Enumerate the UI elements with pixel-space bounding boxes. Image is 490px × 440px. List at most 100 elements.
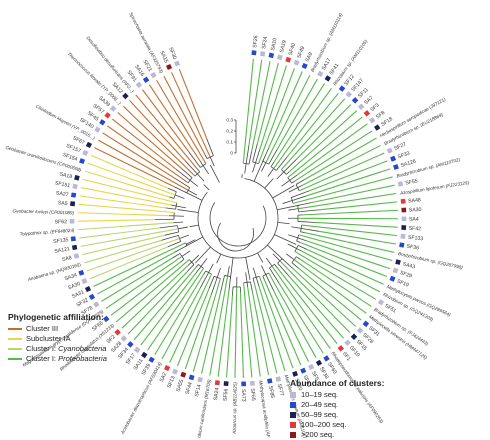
abundance-marker bbox=[110, 105, 116, 111]
leaf-branch bbox=[78, 213, 169, 216]
inner-branch bbox=[200, 161, 203, 165]
abundance-marker bbox=[250, 381, 255, 386]
cluster-label: SF77 bbox=[276, 383, 285, 397]
abundance-marker bbox=[143, 77, 149, 83]
cluster-label: SF133 bbox=[408, 235, 424, 243]
inner-branch bbox=[275, 264, 278, 268]
abundance-marker bbox=[400, 234, 405, 239]
abundance-marker bbox=[134, 347, 140, 353]
cluster-label: SF42 bbox=[408, 226, 421, 233]
abundance-marker bbox=[395, 259, 401, 265]
leaf-branch bbox=[305, 138, 377, 180]
cluster-label: SF62 bbox=[55, 219, 68, 225]
inner-branch bbox=[266, 258, 272, 266]
inner-branch bbox=[204, 271, 206, 274]
abundance-marker bbox=[71, 236, 76, 241]
abundance-marker bbox=[78, 270, 84, 276]
cluster-label: SF14 bbox=[194, 384, 203, 398]
inner-branch bbox=[175, 195, 184, 198]
cluster-label: SF55 bbox=[405, 178, 418, 186]
cluster-label: SF40 bbox=[288, 42, 298, 56]
abundance-marker bbox=[174, 61, 180, 67]
leaf-branch bbox=[88, 163, 175, 195]
abundance-marker bbox=[387, 148, 393, 154]
abundance-item: 10–19 seq. bbox=[290, 390, 384, 400]
inner-branch bbox=[253, 278, 254, 282]
cluster-label: SF36 bbox=[406, 244, 419, 252]
abundance-marker bbox=[323, 355, 329, 361]
inner-branch bbox=[283, 200, 293, 203]
inner-branch bbox=[258, 253, 263, 263]
inner-branch bbox=[228, 266, 230, 276]
legend-label-prefix: Cluster I: bbox=[26, 344, 56, 354]
cluster-label: SF135 bbox=[53, 237, 69, 245]
inner-branch bbox=[249, 151, 252, 164]
inner-branch bbox=[288, 235, 297, 238]
cluster-label: SA55 bbox=[175, 379, 185, 393]
abundance-item: >200 seq. bbox=[290, 430, 384, 440]
inner-branch bbox=[282, 180, 290, 186]
abundance-swatch bbox=[290, 422, 296, 428]
backbone-arc bbox=[218, 223, 254, 251]
inner-branch bbox=[245, 164, 246, 174]
abundance-marker bbox=[122, 93, 129, 100]
legend-label: Cluster III bbox=[26, 324, 58, 334]
abundance-marker bbox=[114, 329, 121, 336]
leaf-branch bbox=[123, 106, 195, 176]
abundance-marker bbox=[180, 372, 186, 378]
leaf-branch bbox=[78, 220, 155, 222]
cluster-label: SF154 bbox=[62, 152, 79, 163]
inner-branch bbox=[286, 254, 294, 260]
cluster-label: SA2 bbox=[159, 372, 169, 384]
phylogenetic-affiliation-legend: Phylogenetic affiliation: Cluster III Su… bbox=[8, 312, 107, 364]
inner-branch bbox=[250, 282, 252, 292]
leaf-branch bbox=[93, 243, 185, 287]
abundance-marker bbox=[338, 345, 344, 351]
abundance-marker bbox=[393, 268, 399, 274]
cluster-label: SF26 bbox=[252, 35, 259, 48]
leaf-branch bbox=[85, 171, 169, 197]
inner-branch bbox=[297, 241, 301, 242]
inner-branch bbox=[292, 181, 295, 183]
inner-branch bbox=[188, 262, 192, 265]
abundance-marker bbox=[351, 334, 358, 341]
abundance-marker bbox=[369, 117, 375, 123]
tree-leaf-branches bbox=[78, 59, 398, 378]
proteobacteria-swatch bbox=[8, 358, 22, 360]
abundance-label: 50–99 seq. bbox=[301, 410, 338, 420]
inner-branch bbox=[301, 232, 305, 233]
legend-item-proteobacteria: Cluster I: Proteobacteria bbox=[8, 354, 107, 364]
inner-branch bbox=[178, 227, 188, 229]
inner-branch bbox=[171, 205, 176, 206]
inner-branch bbox=[296, 180, 305, 185]
cluster-label: SF19 bbox=[396, 279, 410, 289]
legend-label-taxon: Proteobacteria bbox=[58, 354, 107, 364]
inner-branch bbox=[298, 221, 316, 222]
scale-tick-label: 0.1 bbox=[226, 140, 233, 146]
abundance-marker bbox=[345, 91, 351, 97]
inner-branch bbox=[273, 254, 280, 261]
abundance-marker bbox=[74, 253, 80, 259]
abundance-marker bbox=[81, 278, 87, 284]
leaf-branch bbox=[78, 223, 173, 230]
abundance-marker bbox=[402, 216, 407, 221]
abundance-marker bbox=[70, 219, 75, 224]
abundance-marker bbox=[292, 371, 298, 377]
inner-branch bbox=[217, 268, 220, 277]
inner-branch bbox=[288, 244, 297, 249]
legend-item-cluster-iii: Cluster III bbox=[8, 324, 107, 334]
legend-label-prefix: Cluster I: bbox=[26, 354, 56, 364]
abundance-marker bbox=[358, 103, 364, 109]
abundance-marker bbox=[285, 57, 291, 63]
cluster-label: SA73 bbox=[240, 389, 246, 402]
inner-branch bbox=[288, 209, 298, 211]
inner-branch bbox=[204, 184, 210, 190]
inner-branch bbox=[284, 159, 297, 172]
abundance-marker bbox=[86, 142, 92, 148]
cluster-label: SA9 bbox=[305, 51, 314, 62]
leaf-branch bbox=[227, 296, 233, 378]
leaf-branch bbox=[293, 177, 393, 203]
abundance-marker bbox=[398, 181, 403, 186]
inner-branch bbox=[232, 287, 233, 296]
